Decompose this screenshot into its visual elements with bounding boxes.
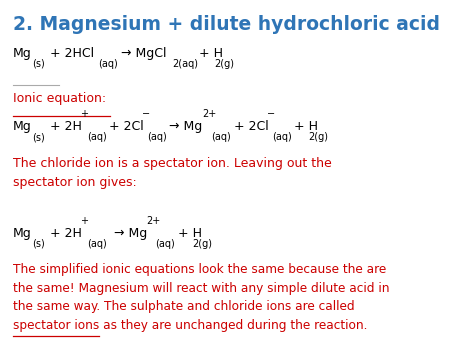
Text: 2(g): 2(g)	[214, 59, 234, 69]
Text: (aq): (aq)	[211, 132, 231, 142]
Text: 2. Magnesium + dilute hydrochloric acid: 2. Magnesium + dilute hydrochloric acid	[13, 15, 440, 34]
Text: (aq): (aq)	[155, 239, 175, 249]
Text: → Mg: → Mg	[106, 227, 147, 240]
Text: 2(g): 2(g)	[308, 132, 328, 142]
Text: 2(aq): 2(aq)	[172, 59, 198, 69]
Text: Ionic equation:: Ionic equation:	[13, 92, 106, 105]
Text: (s): (s)	[32, 239, 45, 249]
Text: +: +	[80, 215, 88, 226]
Text: −: −	[142, 109, 150, 119]
Text: Mg: Mg	[13, 227, 31, 240]
Text: −: −	[266, 109, 274, 119]
Text: + H: + H	[174, 227, 202, 240]
Text: + 2H: + 2H	[46, 120, 82, 133]
Text: (aq): (aq)	[272, 132, 292, 142]
Text: + 2H: + 2H	[46, 227, 82, 240]
Text: (aq): (aq)	[87, 239, 107, 249]
Text: → Mg: → Mg	[165, 120, 203, 133]
Text: The chloride ion is a spectator ion. Leaving out the
spectator ion gives:: The chloride ion is a spectator ion. Lea…	[13, 157, 331, 189]
Text: (s): (s)	[32, 132, 45, 142]
Text: 2(g): 2(g)	[192, 239, 212, 249]
Text: + H: + H	[291, 120, 319, 133]
Text: → MgCl: → MgCl	[117, 47, 166, 60]
Text: Mg: Mg	[13, 120, 31, 133]
Text: (aq): (aq)	[87, 132, 107, 142]
Text: + H: + H	[195, 47, 223, 60]
Text: Mg: Mg	[13, 47, 31, 60]
Text: 2+: 2+	[146, 215, 161, 226]
Text: + 2Cl: + 2Cl	[105, 120, 144, 133]
Text: + 2Cl: + 2Cl	[230, 120, 268, 133]
Text: The simplified ionic equations look the same because the are
the same! Magnesium: The simplified ionic equations look the …	[13, 263, 389, 332]
Text: +: +	[80, 109, 88, 119]
Text: (aq): (aq)	[147, 132, 167, 142]
Text: (s): (s)	[32, 59, 45, 69]
Text: (aq): (aq)	[98, 59, 118, 69]
Text: 2+: 2+	[202, 109, 217, 119]
Text: + 2HCl: + 2HCl	[46, 47, 94, 60]
